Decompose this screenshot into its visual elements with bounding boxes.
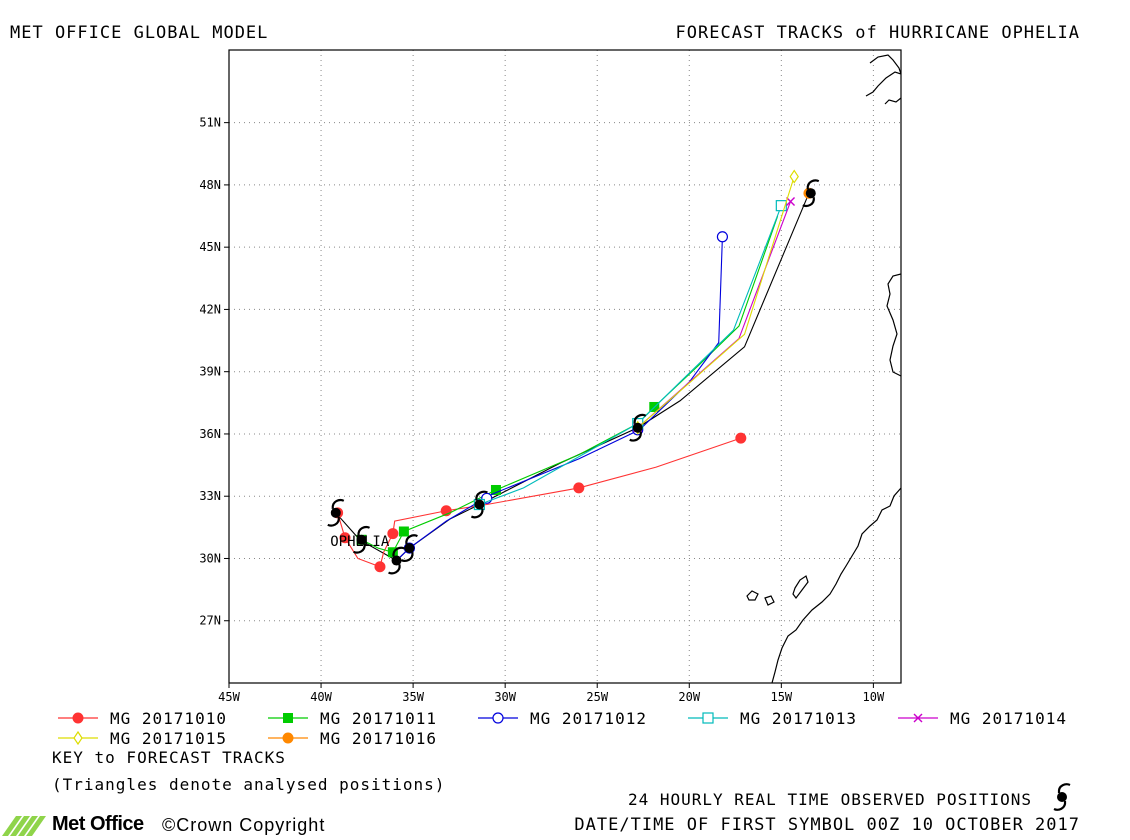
coastline-map [746, 54, 901, 683]
x-tick-label: 15W [770, 690, 792, 704]
x-tick-label: 25W [586, 690, 608, 704]
legend-item: MG 20171014 [898, 709, 1067, 728]
legend-label: MG 20171014 [950, 709, 1067, 728]
x-tick-label: 30W [494, 690, 516, 704]
axis-ticks: 45W 40W 35W 30W 25W 20W 15W 10W 27N 30N 33N 36N 39N 4… [199, 116, 885, 704]
key-note: (Triangles denote analysed positions) [52, 775, 446, 794]
legend-label: MG 20171015 [110, 729, 227, 748]
legend-label: MG 20171011 [320, 709, 437, 728]
legend: MG 20171010 MG 20171011 MG 20171012 MG 2017… [58, 709, 1067, 748]
first-symbol-datetime: DATE/TIME OF FIRST SYMBOL 00Z 10 OCTOBER… [574, 815, 1080, 835]
legend-item: MG 20171010 [58, 709, 227, 728]
met-office-logo-text: Met Office [52, 813, 144, 835]
legend-marker [283, 713, 293, 723]
legend-label: MG 20171012 [530, 709, 647, 728]
storm-label: OPHELIA [330, 534, 390, 550]
series-line [637, 176, 795, 429]
legend-label: MG 20171013 [740, 709, 857, 728]
legend-marker [72, 712, 84, 724]
legend-item: MG 20171015 [58, 729, 227, 748]
y-tick-label: 48N [199, 178, 221, 192]
observed-positions-note: 24 HOURLY REAL TIME OBSERVED POSITIONS [627, 790, 1032, 809]
series-point [374, 561, 386, 573]
legend-marker [492, 712, 504, 724]
legend-label: MG 20171016 [320, 729, 437, 748]
legend-marker [913, 713, 923, 723]
grid [229, 50, 901, 683]
series-point [398, 526, 409, 537]
series-point [786, 197, 796, 206]
x-tick-label: 20W [678, 690, 700, 704]
y-tick-label: 27N [199, 614, 221, 628]
plot-frame [228, 49, 902, 684]
series-line [337, 437, 742, 568]
series-point [716, 231, 729, 243]
y-tick-label: 36N [199, 427, 221, 441]
x-tick-label: 40W [310, 690, 332, 704]
series-line [637, 201, 792, 429]
series-mg-20171015 [633, 169, 799, 435]
x-tick-label: 10W [863, 690, 885, 704]
legend-item: MG 20171012 [478, 709, 647, 728]
observed-track [335, 192, 810, 562]
y-tick-label: 42N [199, 302, 221, 316]
legend-marker [73, 730, 83, 746]
y-tick-label: 33N [199, 489, 221, 503]
series-point [789, 169, 799, 184]
x-tick-label: 45W [218, 690, 240, 704]
series-mg-20171011 [356, 215, 779, 558]
legend-marker [282, 732, 294, 744]
legend-item: MG 20171016 [268, 729, 437, 748]
series-point [387, 528, 399, 540]
series-line [479, 205, 782, 506]
series-point [339, 532, 351, 544]
copyright: ©Crown Copyright [162, 815, 326, 835]
chart-subtitle-left: MET OFFICE GLOBAL MODEL [10, 23, 269, 43]
key-title: KEY to FORECAST TRACKS [52, 748, 286, 767]
observed-position-symbols [326, 179, 820, 575]
series-point [735, 432, 747, 444]
observed-track-line [335, 192, 810, 562]
series-point [573, 482, 585, 494]
series-point [775, 200, 787, 212]
y-tick-label: 51N [199, 116, 221, 130]
series-line [396, 236, 723, 561]
legend-item: MG 20171013 [688, 709, 857, 728]
legend-marker [702, 712, 714, 724]
legend-label: MG 20171010 [110, 709, 227, 728]
met-office-logo-icon [2, 816, 46, 836]
legend-item: MG 20171011 [268, 709, 437, 728]
x-tick-label: 35W [402, 690, 424, 704]
series-point [490, 484, 501, 495]
y-tick-label: 39N [199, 365, 221, 379]
observed-symbol-key-icon [1052, 783, 1072, 811]
series-line [361, 215, 779, 553]
chart-title: FORECAST TRACKS of HURRICANE OPHELIA [675, 23, 1080, 43]
y-tick-label: 45N [199, 240, 221, 254]
y-tick-label: 30N [199, 551, 221, 565]
